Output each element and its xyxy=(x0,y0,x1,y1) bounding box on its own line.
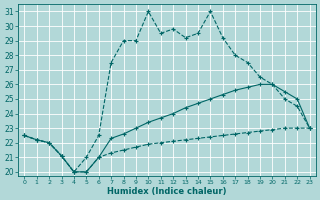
X-axis label: Humidex (Indice chaleur): Humidex (Indice chaleur) xyxy=(107,187,227,196)
